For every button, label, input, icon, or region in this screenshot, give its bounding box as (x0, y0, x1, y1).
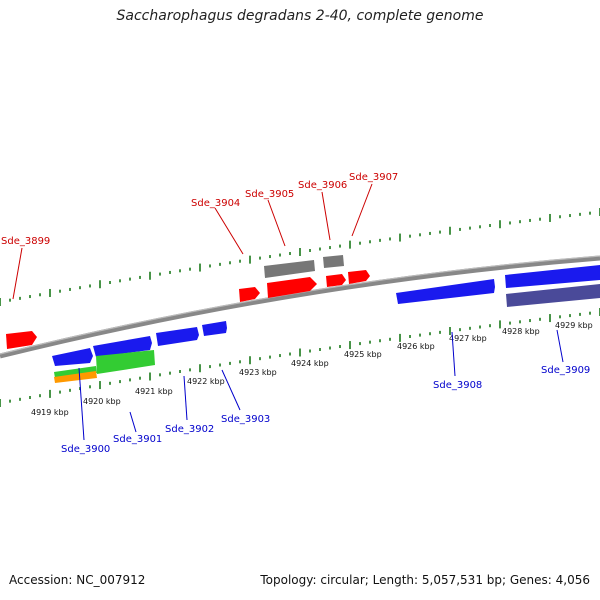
kbp-label: 4920 kbp (83, 397, 121, 406)
gene-label-sde-3900[interactable]: Sde_3900 (61, 444, 110, 455)
gene-label-sde-3904[interactable]: Sde_3904 (191, 198, 240, 209)
gene-label-sde-3908[interactable]: Sde_3908 (433, 380, 482, 391)
kbp-label: 4923 kbp (239, 368, 277, 377)
grey-gene-block-2 (323, 255, 344, 268)
forward-genes (6, 255, 370, 349)
gene-block-sde-3909[interactable] (505, 265, 600, 288)
green-gene-block-1 (54, 366, 97, 378)
gene-label-sde-3901[interactable]: Sde_3901 (113, 434, 162, 445)
kbp-label: 4922 kbp (187, 377, 225, 386)
reverse-genes (52, 265, 600, 383)
gene-block-sde-3901[interactable] (93, 336, 152, 357)
gene-label-sde-3902[interactable]: Sde_3902 (165, 424, 214, 435)
gene-label-sde-3899[interactable]: Sde_3899 (1, 236, 50, 247)
gene-block-sde-3902[interactable] (156, 327, 199, 346)
map-title: Saccharophagus degradans 2-40, complete … (116, 8, 484, 24)
kbp-label: 4925 kbp (344, 350, 382, 359)
kbp-label: 4927 kbp (449, 334, 487, 343)
gene-label-sde-3907[interactable]: Sde_3907 (349, 172, 398, 183)
reverse-tick-track (0, 308, 600, 407)
kbp-labels: 4919 kbp 4920 kbp 4921 kbp 4922 kbp 4923… (31, 321, 593, 417)
gene-label-sde-3903[interactable]: Sde_3903 (221, 414, 270, 425)
gene-block-sde-3906[interactable] (326, 274, 346, 287)
genome-backbone (0, 255, 600, 359)
kbp-label: 4929 kbp (555, 321, 593, 330)
orange-gene-block (54, 371, 97, 383)
genome-summary-text: Topology: circular; Length: 5,057,531 bp… (260, 573, 590, 587)
kbp-label: 4919 kbp (31, 408, 69, 417)
gene-label-sde-3909[interactable]: Sde_3909 (541, 365, 590, 376)
gene-block-sde-3900[interactable] (52, 348, 93, 366)
kbp-label: 4924 kbp (291, 359, 329, 368)
gene-block-sde-3905[interactable] (267, 277, 317, 298)
reverse-gene-labels (78, 329, 564, 441)
gene-label-sde-3905[interactable]: Sde_3905 (245, 189, 294, 200)
gene-block-sde-3904[interactable] (239, 287, 260, 302)
gene-block-sde-3907[interactable] (348, 270, 370, 284)
gene-block-sde-3903[interactable] (202, 321, 227, 336)
forward-gene-labels (12, 183, 373, 300)
gene-label-sde-3906[interactable]: Sde_3906 (298, 180, 347, 191)
accession-text: Accession: NC_007912 (9, 573, 146, 587)
kbp-label: 4921 kbp (135, 387, 173, 396)
gene-block-sde-3899[interactable] (6, 331, 37, 349)
gene-block-sde-3908[interactable] (396, 279, 495, 304)
kbp-label: 4928 kbp (502, 327, 540, 336)
forward-tick-track (0, 208, 600, 306)
grey-gene-block-1 (264, 260, 315, 278)
green-gene-block-2 (96, 350, 155, 374)
kbp-label: 4926 kbp (397, 342, 435, 351)
purple-gene-block (506, 284, 600, 307)
